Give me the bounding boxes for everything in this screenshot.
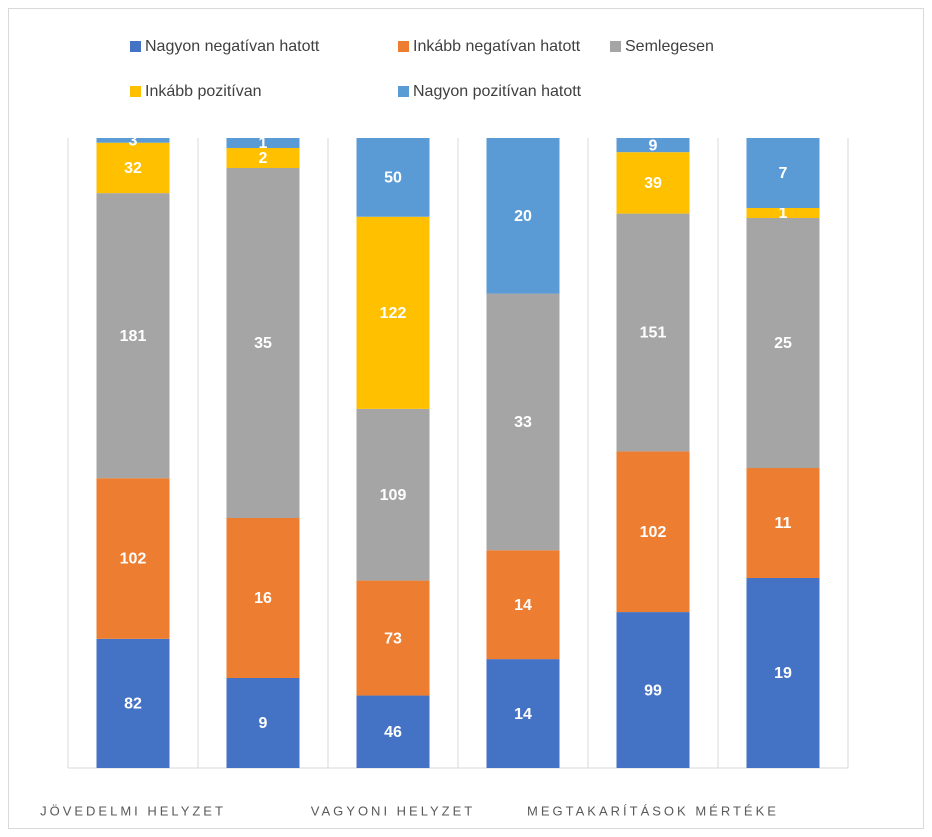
value-label: 33 <box>514 414 532 431</box>
value-label: 1 <box>259 135 268 152</box>
bar-segment <box>96 478 170 639</box>
value-label: 25 <box>774 335 792 352</box>
value-label: 9 <box>649 137 658 154</box>
value-label: 46 <box>384 724 402 741</box>
bar-segment <box>746 578 820 768</box>
bar-segment <box>96 138 170 143</box>
x-tick-label: JÖVEDELMI HELYZET <box>40 803 226 818</box>
bar-segment <box>226 518 300 678</box>
value-label: 19 <box>774 665 792 682</box>
bar-segment <box>226 138 300 148</box>
value-label: 82 <box>124 696 142 713</box>
value-label: 151 <box>640 325 667 342</box>
bar-segment <box>226 678 300 768</box>
bar-segment <box>616 213 690 452</box>
value-label: 35 <box>254 335 272 352</box>
legend-label: Nagyon negatívan hatott <box>145 38 320 55</box>
value-label: 102 <box>640 524 667 541</box>
bar-segment <box>96 638 170 768</box>
bar-segment <box>486 138 560 294</box>
legend-label: Inkább pozitívan <box>145 83 262 100</box>
value-label: 7 <box>779 165 788 182</box>
value-label: 99 <box>644 682 662 699</box>
bar-segment <box>616 451 690 613</box>
bar-segment <box>746 468 820 578</box>
legend-label: Semlegesen <box>625 38 714 55</box>
legend-label: Inkább negatívan hatott <box>413 38 581 55</box>
value-label: 73 <box>384 630 402 647</box>
legend-label: Nagyon pozitívan hatott <box>413 83 582 100</box>
legend-swatch <box>610 41 621 52</box>
value-label: 109 <box>380 487 407 504</box>
bar-segment <box>746 218 820 468</box>
bar-segment <box>356 695 430 768</box>
bar-segment <box>356 408 430 581</box>
bar-segment <box>616 152 690 214</box>
value-label: 9 <box>259 715 268 732</box>
bar-segment <box>356 580 430 696</box>
value-label: 122 <box>380 305 407 322</box>
value-label: 2 <box>259 150 268 167</box>
value-label: 14 <box>514 597 532 614</box>
value-label: 181 <box>120 328 147 345</box>
bar-segment <box>486 550 560 660</box>
bar-segment <box>746 138 820 208</box>
legend-swatch <box>130 86 141 97</box>
bar-segment <box>746 208 820 218</box>
x-tick-label: MEGTAKARÍTÁSOK MÉRTÉKE <box>527 803 779 818</box>
x-tick-label: VAGYONI HELYZET <box>311 803 475 818</box>
value-label: 3 <box>129 133 138 150</box>
bar-segment <box>486 659 560 768</box>
value-label: 102 <box>120 551 147 568</box>
bar-segment <box>486 293 560 551</box>
value-label: 39 <box>644 175 662 192</box>
value-label: 50 <box>384 170 402 187</box>
value-label: 20 <box>514 208 532 225</box>
legend-swatch <box>130 41 141 52</box>
bar-segment <box>226 148 300 168</box>
bar-segment <box>356 138 430 217</box>
value-label: 11 <box>775 515 792 532</box>
legend-swatch <box>398 41 409 52</box>
legend-swatch <box>398 86 409 97</box>
bar-segment <box>226 168 300 518</box>
bar-segment <box>96 142 170 194</box>
bar-segment <box>616 612 690 768</box>
value-label: 16 <box>254 590 272 607</box>
value-label: 32 <box>124 160 142 177</box>
bar-segment <box>96 193 170 479</box>
value-label: 14 <box>514 706 532 723</box>
bar-segment <box>616 138 690 153</box>
bar-segment <box>356 216 430 409</box>
value-label: 1 <box>779 205 788 222</box>
